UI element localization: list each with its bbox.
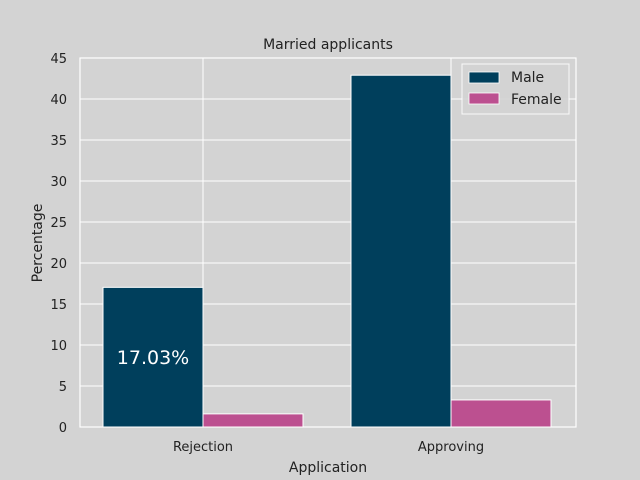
- y-tick-labels: 0 5 10 15 20 25 30 35 40 45: [50, 52, 67, 436]
- bars: [102, 74, 552, 428]
- y-tick-label: 0: [59, 421, 67, 436]
- legend-swatch-female: [468, 92, 500, 105]
- y-tick-label: 45: [50, 52, 67, 67]
- bar-male-approving: [350, 74, 452, 428]
- chart-title: Married applicants: [263, 37, 393, 53]
- bar-male-rejection: [102, 286, 204, 428]
- y-tick-label: 25: [50, 216, 67, 231]
- bar-value-annotation: 17.03%: [117, 347, 189, 369]
- y-tick-label: 10: [50, 339, 67, 354]
- legend-label-male: Male: [511, 70, 544, 86]
- legend-label-female: Female: [511, 92, 562, 108]
- x-tick-label: Rejection: [173, 440, 233, 455]
- bar-female-approving: [450, 399, 552, 428]
- y-tick-label: 15: [50, 298, 67, 313]
- x-tick-label: Approving: [418, 440, 484, 455]
- annotations: 17.03%: [117, 347, 189, 369]
- y-axis-label: Percentage: [30, 204, 46, 283]
- y-tick-label: 35: [50, 134, 67, 149]
- y-tick-label: 20: [50, 257, 67, 272]
- x-tick-labels: Rejection Approving: [173, 440, 484, 455]
- bar-female-rejection: [202, 413, 304, 428]
- y-tick-label: 5: [59, 380, 67, 395]
- x-axis-label: Application: [289, 460, 367, 476]
- legend: Male Female: [461, 63, 570, 115]
- y-tick-label: 30: [50, 175, 67, 190]
- legend-swatch-male: [468, 71, 500, 84]
- y-tick-label: 40: [50, 93, 67, 108]
